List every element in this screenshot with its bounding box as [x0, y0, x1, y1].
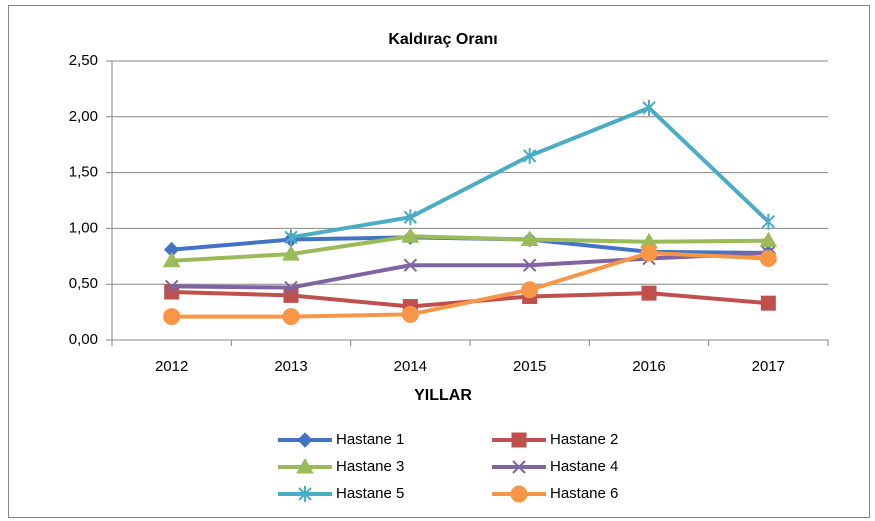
marker: [510, 485, 528, 503]
marker: [759, 250, 777, 268]
marker: [403, 209, 418, 226]
marker: [761, 213, 776, 230]
y-tick-label: 2,50: [69, 52, 98, 69]
series-line: [171, 250, 769, 290]
marker: [512, 460, 526, 474]
y-tick-label: 0,50: [69, 275, 98, 292]
legend-label: Hastane 1: [336, 431, 404, 448]
marker: [511, 432, 527, 448]
marker: [522, 147, 537, 164]
marker: [640, 244, 658, 262]
marker: [641, 285, 657, 301]
y-tick-label: 1,50: [69, 164, 98, 181]
marker: [164, 279, 179, 294]
y-tick-label: 1,00: [69, 219, 98, 236]
chart-border: [8, 5, 870, 518]
marker: [521, 281, 539, 299]
marker: [642, 99, 656, 116]
marker: [283, 287, 299, 303]
marker: [164, 284, 180, 300]
legend-label: Hastane 6: [550, 485, 618, 502]
series-line: [171, 234, 769, 263]
x-tick-label: 2015: [513, 358, 546, 375]
marker: [282, 245, 300, 261]
x-tick-label: 2013: [274, 358, 307, 375]
marker: [163, 308, 181, 326]
marker: [401, 227, 420, 243]
marker: [297, 432, 313, 448]
marker: [298, 486, 312, 502]
legend-label: Hastane 5: [336, 485, 404, 502]
x-tick-label: 2012: [155, 358, 188, 375]
chart-title: Kaldıraç Oranı: [388, 31, 497, 48]
y-tick-label: 2,00: [69, 108, 98, 125]
x-tick-label: 2014: [394, 358, 427, 375]
marker: [403, 258, 418, 272]
x-tick-label: 2016: [632, 358, 665, 375]
y-tick-label: 0,00: [69, 331, 98, 348]
marker: [401, 305, 419, 323]
legend-label: Hastane 4: [550, 458, 618, 475]
marker: [760, 295, 776, 311]
x-tick-label: 2017: [752, 358, 785, 375]
marker: [282, 308, 300, 326]
marker: [284, 229, 298, 246]
marker: [162, 251, 181, 268]
marker: [296, 457, 314, 474]
x-axis-label: YILLAR: [414, 387, 472, 404]
legend-label: Hastane 2: [550, 431, 618, 448]
marker: [520, 230, 539, 247]
marker: [284, 280, 298, 295]
legend-label: Hastane 3: [336, 458, 404, 475]
series-line: [171, 250, 769, 319]
marker: [522, 258, 537, 272]
marker: [759, 231, 778, 248]
